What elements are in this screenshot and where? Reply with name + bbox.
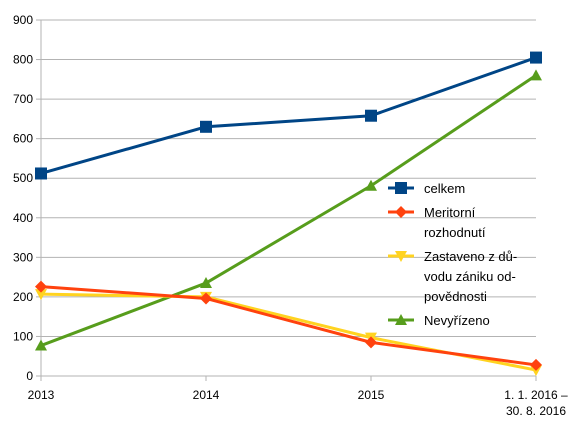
- point-1-1: [200, 292, 212, 305]
- series-0: [35, 51, 542, 180]
- legend-label-3: Nevyřízeno: [424, 313, 490, 328]
- y-tick-label-700: 700: [13, 92, 33, 106]
- series-3: [35, 69, 542, 351]
- legend-item-1: Meritorní rozhodnutí: [388, 205, 486, 240]
- y-tick-label-900: 900: [13, 13, 33, 27]
- series-1: [35, 280, 542, 371]
- y-tick-label-300: 300: [13, 250, 33, 264]
- legend-label-0: celkem: [424, 181, 465, 196]
- y-tick-label-500: 500: [13, 171, 33, 185]
- point-0-2: [365, 109, 377, 122]
- y-axis-tick-labels: 0 100 200 300 400 500 600 700 800 900: [13, 13, 33, 383]
- point-1-3: [530, 358, 542, 371]
- series-line-3: [40, 74, 537, 347]
- series-group: [35, 51, 542, 377]
- axes: [36, 19, 537, 381]
- y-tick-label-200: 200: [13, 290, 33, 304]
- legend-marker-1: [395, 206, 407, 218]
- point-3-1: [200, 277, 212, 289]
- point-2-0: [35, 289, 47, 301]
- point-3-0: [35, 339, 47, 351]
- point-0-3: [530, 51, 542, 64]
- y-tick-label-800: 800: [13, 53, 33, 67]
- legend-marker-0: [395, 182, 407, 194]
- legend-label-1: Meritorní rozhodnutí: [424, 205, 486, 240]
- point-1-2: [365, 336, 377, 349]
- point-0-1: [200, 120, 212, 133]
- point-1-0: [35, 280, 47, 293]
- x-tick-label-1: 2014: [193, 388, 220, 402]
- point-3-2: [365, 179, 377, 191]
- y-tick-label-0: 0: [26, 369, 33, 383]
- legend: celkem Meritorní rozhodnutí Zastaveno z dů-…: [388, 181, 517, 328]
- legend-item-3: Nevyřízeno: [388, 313, 490, 328]
- legend-marker-3: [395, 314, 407, 325]
- point-0-0: [35, 167, 47, 180]
- legend-label-2: Zastaveno z dů-vodu zániku od-povědnosti: [424, 249, 517, 304]
- x-tick-label-0: 2013: [28, 388, 55, 402]
- series-line-0: [40, 56, 537, 175]
- y-tick-label-100: 100: [13, 329, 33, 343]
- legend-marker-2: [395, 251, 407, 262]
- x-tick-label-3: 1. 1. 2016 –30. 8. 2016: [504, 388, 568, 418]
- legend-item-2: Zastaveno z dů-vodu zániku od-povědnosti: [388, 249, 517, 304]
- legend-item-0: celkem: [388, 181, 465, 196]
- series-line-1: [40, 285, 537, 367]
- y-tick-label-600: 600: [13, 132, 33, 146]
- series-line-2: [40, 292, 537, 372]
- y-tick-label-400: 400: [13, 211, 33, 225]
- x-axis-tick-labels: 2013 2014 2015 1. 1. 2016 –30. 8. 2016: [28, 388, 568, 418]
- point-3-3: [530, 69, 542, 81]
- x-tick-label-2: 2015: [358, 388, 385, 402]
